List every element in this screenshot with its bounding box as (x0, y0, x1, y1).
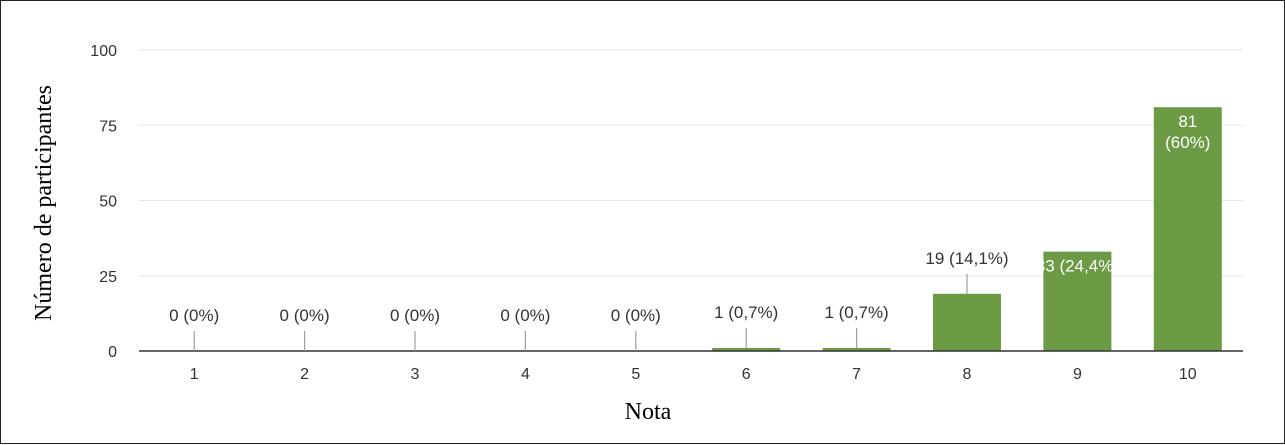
y-tick-label: 75 (99, 118, 117, 135)
x-tick-label: 10 (1179, 366, 1197, 383)
y-axis-title: Número de participantes (31, 85, 57, 321)
x-tick-label: 4 (521, 366, 530, 383)
bar-8 (933, 293, 1001, 351)
y-tick-label: 0 (108, 344, 117, 361)
data-label-5: 0 (0%) (611, 306, 661, 325)
data-label-1: 0 (0%) (169, 306, 219, 325)
x-tick-label: 9 (1073, 366, 1082, 383)
axes: 0 25 50 75 100 1 2 3 4 5 6 7 8 9 10 (90, 43, 1243, 383)
y-tick-label: 50 (99, 194, 117, 211)
data-label-3: 0 (0%) (390, 306, 440, 325)
data-label-6: 1 (0,7%) (714, 303, 778, 322)
bar-9 (1043, 251, 1112, 351)
x-tick-label: 7 (852, 366, 861, 383)
gridlines (139, 49, 1243, 277)
data-label-4: 0 (0%) (500, 306, 550, 325)
data-label-2: 0 (0%) (280, 306, 330, 325)
x-tick-label: 8 (963, 366, 972, 383)
data-label-10: 81 (60%) (1165, 112, 1210, 152)
bar-7 (822, 347, 891, 351)
x-tick-label: 2 (300, 366, 309, 383)
y-tick-label: 25 (99, 269, 117, 286)
bar-6 (712, 347, 781, 351)
x-axis-title: Nota (625, 399, 672, 425)
data-label-7: 1 (0,7%) (824, 303, 888, 322)
bar-10 (1153, 107, 1222, 351)
x-tick-label: 1 (190, 366, 199, 383)
data-labels: 0 (0%) 0 (0%) 0 (0%) 0 (0%) 0 (0%) 1 (0,7%) 1 … (169, 112, 1210, 351)
x-tick-label: 5 (631, 366, 640, 383)
x-tick-label: 6 (742, 366, 751, 383)
bars (712, 107, 1222, 351)
data-label-8: 19 (14,1%) (925, 249, 1008, 268)
data-label-9: 33 (24,4%) (1036, 257, 1119, 276)
y-tick-label: 100 (90, 43, 117, 60)
x-tick-label: 3 (411, 366, 420, 383)
